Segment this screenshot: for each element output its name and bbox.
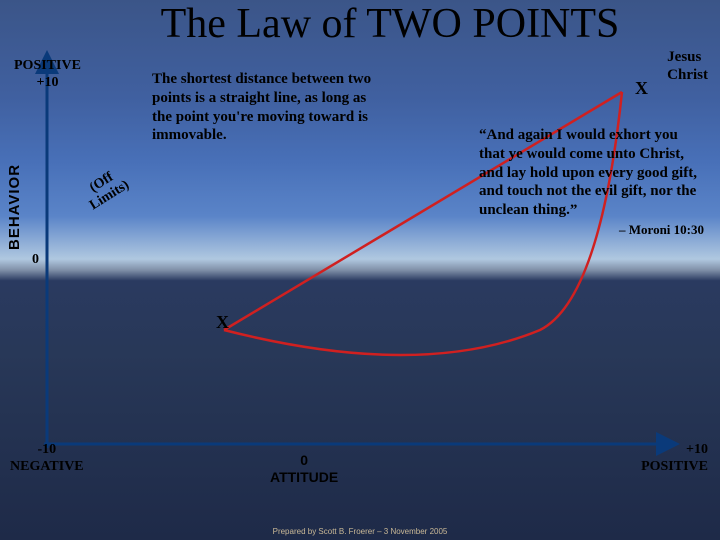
- x-axis-left-label: -10 NEGATIVE: [10, 442, 84, 476]
- y-axis-label: BEHAVIOR: [6, 164, 23, 250]
- page-title: The Law of TWO POINTS: [90, 0, 690, 48]
- definition-text: The shortest distance between two points…: [152, 70, 377, 145]
- x-axis-right-label: +10 POSITIVE: [641, 442, 708, 476]
- y-axis-top-label: POSITIVE +10: [14, 58, 81, 92]
- x-marker-bottom: X: [216, 312, 229, 333]
- x-axis-center-label: 0 ATTITUDE: [270, 452, 338, 486]
- off-limits-label: (Off Limits): [79, 165, 132, 214]
- credit-line: Prepared by Scott B. Froerer – 3 Novembe…: [0, 527, 720, 536]
- y-axis-zero: 0: [32, 252, 39, 268]
- jesus-christ-label: Jesus Christ: [667, 48, 708, 84]
- x-marker-top: X: [635, 78, 648, 99]
- scripture-quote: “And again I would exhort you that ye wo…: [479, 126, 704, 238]
- quote-attribution: – Moroni 10:30: [479, 222, 704, 238]
- quote-text: “And again I would exhort you that ye wo…: [479, 126, 704, 220]
